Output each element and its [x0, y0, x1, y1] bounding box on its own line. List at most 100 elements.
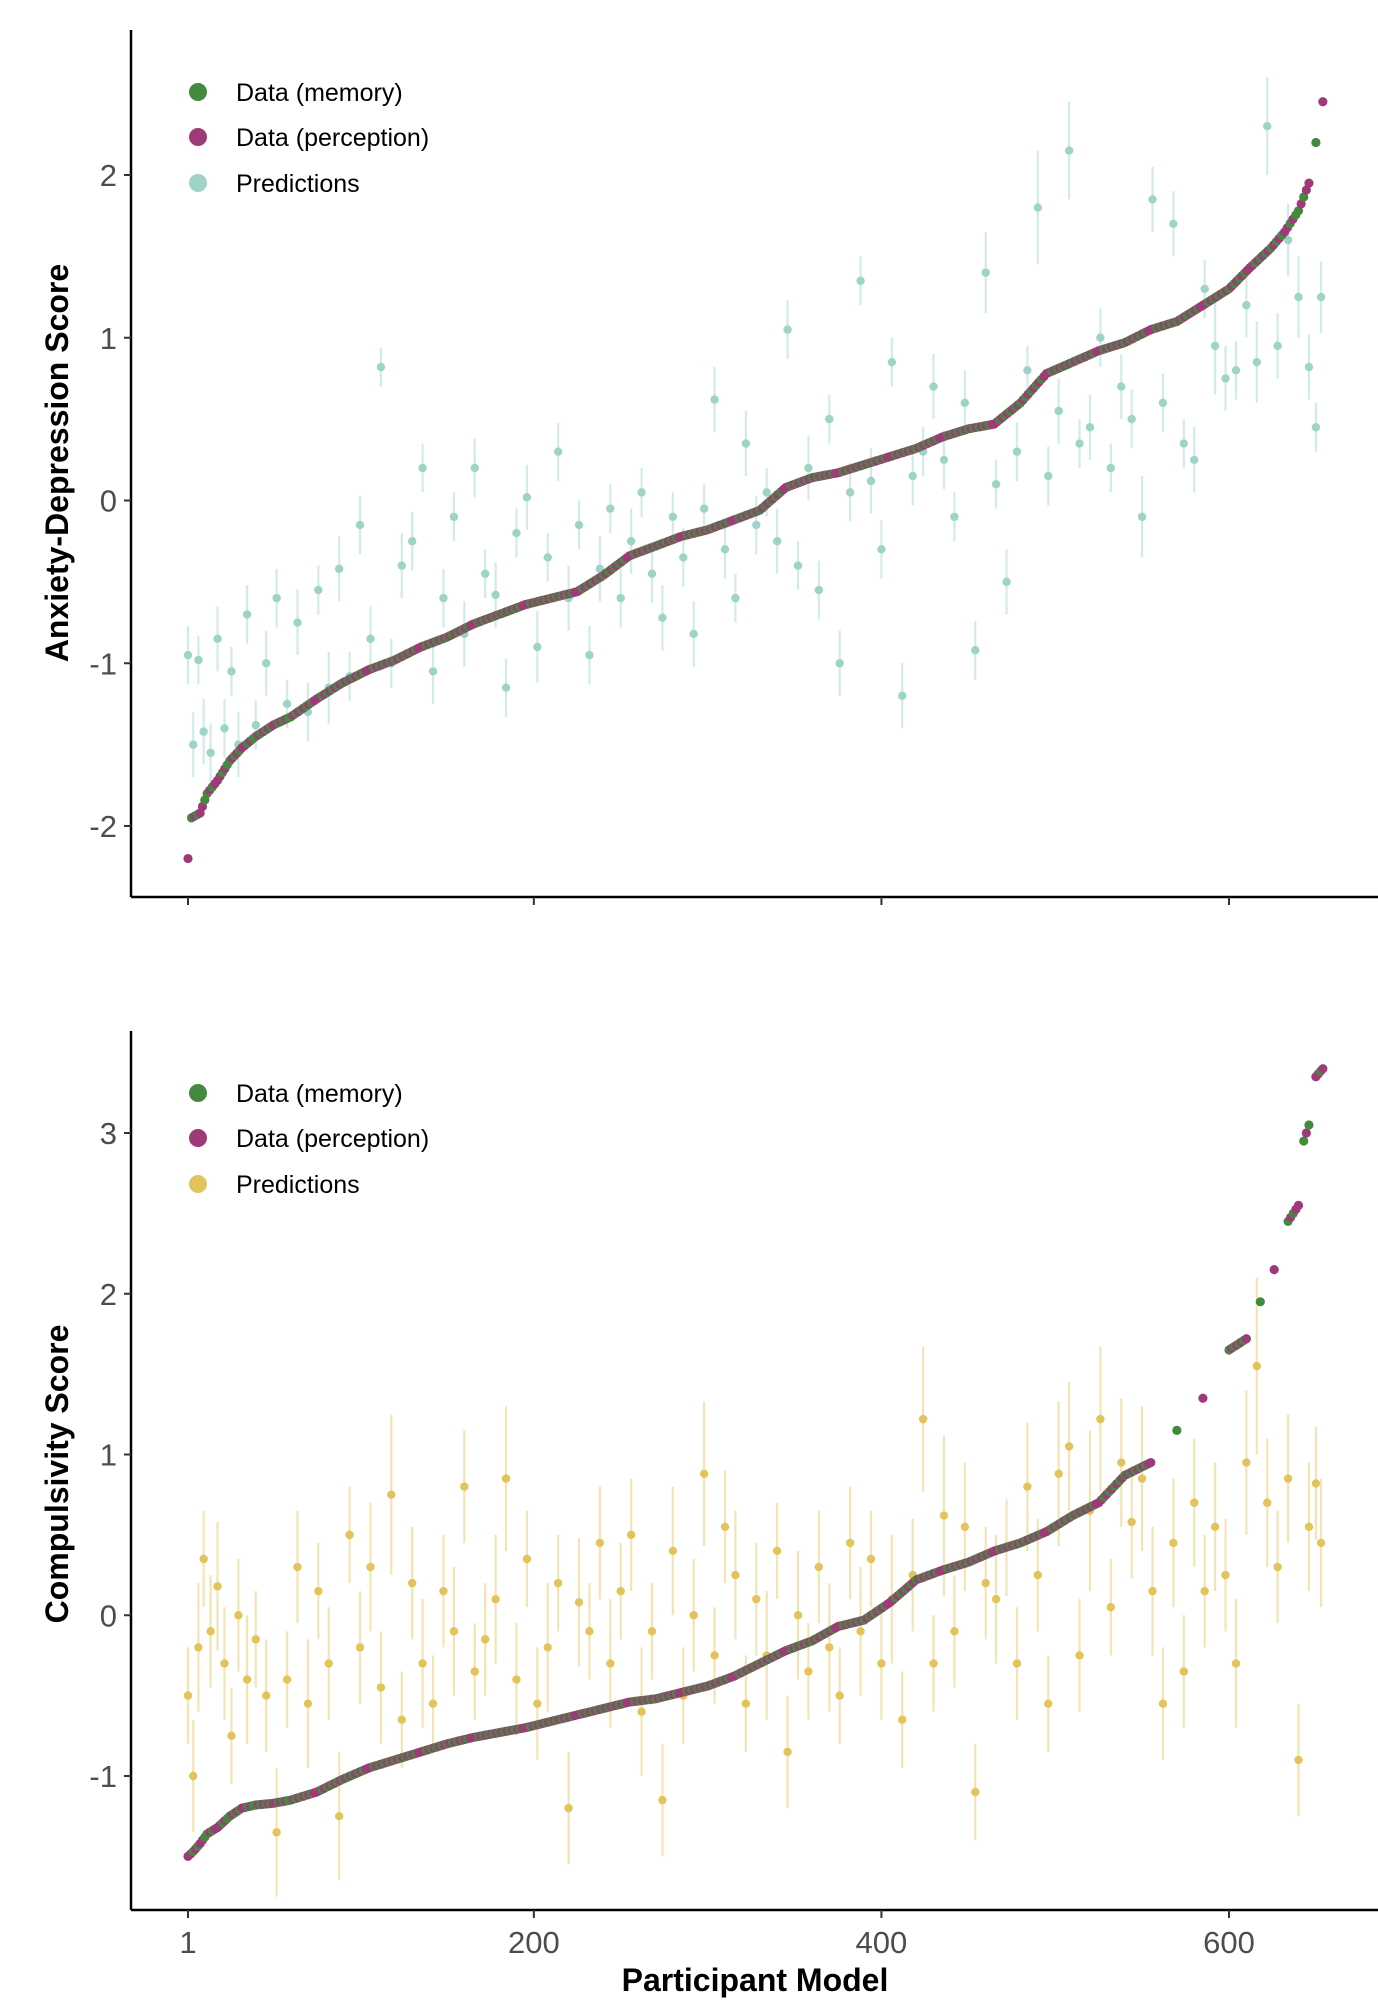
prediction-point	[407, 1578, 417, 1588]
x-tick-label: 600	[1203, 1925, 1255, 1960]
prediction-point	[543, 1643, 552, 1652]
prediction-point	[1117, 382, 1126, 391]
prediction-point	[772, 536, 782, 546]
prediction-point	[1075, 439, 1084, 448]
prediction-point	[1231, 1659, 1241, 1668]
prediction-point	[501, 683, 511, 692]
prediction-point	[960, 1522, 970, 1532]
prediction-point	[418, 463, 427, 473]
prediction-point	[480, 1635, 490, 1644]
prediction-point	[449, 1627, 459, 1636]
data-point	[1198, 1393, 1208, 1403]
prediction-point	[804, 463, 813, 473]
prediction-point	[1210, 1522, 1220, 1532]
prediction-point	[699, 1469, 709, 1478]
prediction-point	[699, 504, 709, 513]
prediction-point	[1064, 146, 1074, 155]
prediction-point	[272, 1828, 281, 1837]
prediction-point	[720, 545, 730, 554]
prediction-point	[658, 1795, 667, 1805]
prediction-point	[720, 1522, 730, 1532]
prediction-point	[772, 1546, 782, 1556]
data-point	[1301, 185, 1311, 195]
prediction-point	[647, 1627, 657, 1636]
data-point	[1301, 1128, 1311, 1138]
y-tick-label: 0	[100, 484, 117, 519]
prediction-point	[752, 1594, 761, 1604]
prediction-point	[1294, 292, 1303, 302]
prediction-point	[282, 699, 292, 709]
prediction-point	[658, 613, 667, 622]
legend-dot-perception	[189, 128, 207, 146]
prediction-point	[1304, 362, 1314, 372]
data-point	[183, 853, 193, 864]
prediction-point	[194, 655, 203, 665]
prediction-point	[206, 748, 215, 757]
data-point	[1241, 1334, 1251, 1344]
panel-anxiety-depression: -2 -1 0 1 2 Anxiety-Depression Score Data (m…	[39, 30, 1378, 905]
prediction-point	[183, 650, 193, 660]
data-point	[1172, 1425, 1182, 1435]
prediction-point	[1127, 414, 1136, 424]
prediction-point	[752, 520, 761, 530]
prediction-point	[908, 471, 917, 481]
prediction-point	[960, 398, 970, 408]
data-points	[183, 97, 1328, 864]
data-point	[1255, 1297, 1265, 1307]
data-points	[183, 1064, 1328, 1861]
data-point	[1146, 1457, 1156, 1468]
prediction-point	[898, 691, 907, 700]
prediction-point	[1012, 1659, 1022, 1668]
prediction-point	[303, 1699, 313, 1708]
prediction-point	[470, 463, 479, 473]
prediction-point	[845, 1538, 855, 1548]
prediction-point	[877, 1659, 886, 1668]
data-point	[1293, 1200, 1304, 1210]
prediction-point	[183, 1691, 193, 1700]
data-point	[1293, 206, 1304, 216]
prediction-point	[835, 1691, 844, 1700]
prediction-point	[206, 1627, 215, 1636]
prediction-point	[314, 585, 323, 595]
prediction-point	[199, 1554, 208, 1564]
prediction-point	[293, 618, 302, 627]
prediction-point	[1311, 423, 1321, 432]
prediction-point	[1242, 301, 1251, 310]
prediction-point	[574, 1598, 584, 1607]
y-tick-label: 0	[100, 1598, 117, 1633]
prediction-point	[355, 520, 365, 530]
prediction-point	[793, 1611, 803, 1620]
prediction-point	[522, 493, 532, 502]
data-point	[1299, 1136, 1309, 1146]
prediction-point	[366, 634, 375, 644]
prediction-point	[251, 720, 260, 730]
data-point	[1304, 1120, 1314, 1130]
prediction-point	[1252, 357, 1262, 367]
prediction-point	[866, 1554, 876, 1564]
prediction-point	[574, 520, 584, 530]
prediction-point	[213, 634, 222, 644]
prediction-point	[1169, 219, 1178, 229]
prediction-point	[898, 1715, 907, 1724]
prediction-point	[1148, 195, 1157, 204]
x-ticks: 1 200 400 600	[179, 1910, 1255, 1960]
prediction-point	[1106, 463, 1116, 473]
prediction-point	[460, 1482, 469, 1491]
prediction-point	[1044, 1699, 1053, 1708]
prediction-point	[731, 1570, 740, 1580]
prediction-point	[783, 1747, 792, 1757]
prediction-point	[480, 569, 490, 578]
prediction-point	[804, 1667, 813, 1676]
prediction-point	[950, 1627, 959, 1636]
legend-dot-memory	[189, 1084, 207, 1102]
prediction-point	[242, 1675, 252, 1684]
prediction-point	[1210, 341, 1220, 351]
prediction-point	[1054, 1469, 1063, 1478]
prediction-point	[282, 1675, 292, 1684]
legend-label-predictions: Predictions	[236, 170, 360, 198]
prediction-point	[856, 276, 865, 285]
prediction-point	[585, 1627, 594, 1636]
prediction-point	[1137, 512, 1147, 521]
prediction-point	[866, 476, 876, 486]
